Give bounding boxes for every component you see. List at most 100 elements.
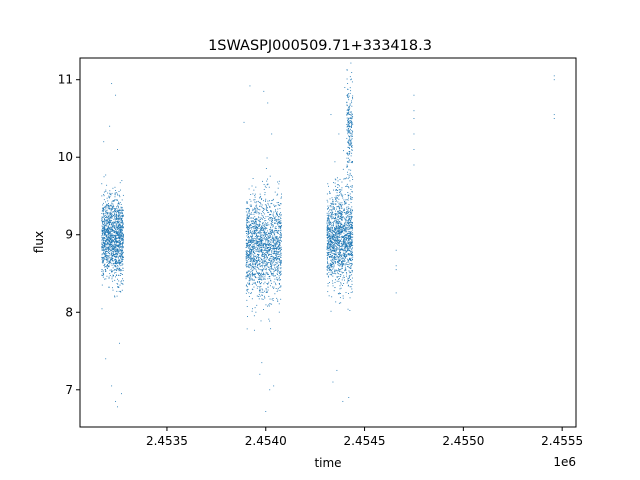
data-point [115,250,117,252]
data-point [109,244,111,246]
data-point [109,249,111,251]
data-point [269,175,271,177]
data-point [277,253,279,255]
data-point [250,206,252,207]
data-point [338,231,339,233]
data-point [333,227,335,228]
data-point [111,230,113,232]
data-point [269,249,271,250]
data-point [336,244,338,246]
data-point [114,272,115,274]
data-point [332,253,334,255]
data-point [109,239,111,241]
data-point [263,252,264,254]
data-point [337,194,339,196]
data-point [252,248,253,250]
data-point [101,235,103,236]
data-point [114,241,115,243]
data-point [264,290,265,292]
data-point [343,228,345,230]
data-point [106,212,108,214]
data-point [345,226,347,228]
data-point [279,242,281,244]
data-point [260,275,262,277]
data-point [250,248,252,250]
data-point [267,240,269,242]
data-point [348,217,350,219]
data-point [253,211,255,213]
data-point [107,239,109,241]
data-point [342,254,344,256]
data-point [248,244,250,246]
data-point [270,223,272,225]
data-point [341,211,343,213]
data-point [346,255,348,257]
data-point [101,254,103,256]
data-point [270,210,272,212]
data-point [395,265,397,267]
data-point [105,212,106,214]
data-point [248,237,250,239]
data-point [260,195,262,197]
data-point [111,211,113,213]
data-point [337,264,339,266]
data-point [112,260,114,262]
data-point [342,244,344,246]
data-point [271,268,273,270]
data-point [330,209,332,211]
data-point [108,265,110,267]
data-point [106,259,108,261]
data-point [280,286,282,288]
data-point [104,254,106,256]
data-point [351,243,353,245]
data-point [280,249,282,251]
data-point [275,264,277,266]
data-point [118,230,120,231]
data-point [113,244,115,246]
data-point [257,255,259,256]
data-point [265,238,267,240]
data-point [347,248,349,249]
data-point [347,125,349,127]
data-point [327,252,329,253]
data-point [103,226,105,228]
data-point [104,205,106,207]
data-point [346,152,348,154]
data-point [349,233,351,235]
data-point [276,222,278,224]
data-point [342,226,344,227]
data-point [245,278,247,280]
data-point [103,230,105,231]
data-point [255,283,256,285]
data-point [278,202,280,203]
data-point [339,226,341,228]
data-point [277,219,279,221]
data-point [109,237,111,239]
data-point [251,242,253,244]
data-point [246,243,248,245]
data-point [347,236,349,238]
data-point [344,258,345,260]
data-point [102,212,104,214]
data-point [259,250,261,252]
data-point [261,266,263,268]
data-point [122,259,124,260]
data-point [326,217,328,219]
data-point [255,239,257,241]
data-point [350,202,352,203]
data-point [348,107,350,109]
data-point [256,230,257,232]
data-point [336,233,338,235]
data-point [267,211,269,213]
data-point [338,278,339,280]
data-point [121,255,123,257]
data-point [553,79,555,81]
data-point [346,152,348,154]
data-point [118,217,120,219]
data-point [347,96,349,97]
data-point [336,247,338,249]
data-point [259,225,261,227]
data-point [255,234,257,236]
data-point [330,240,332,242]
data-point [115,262,117,263]
